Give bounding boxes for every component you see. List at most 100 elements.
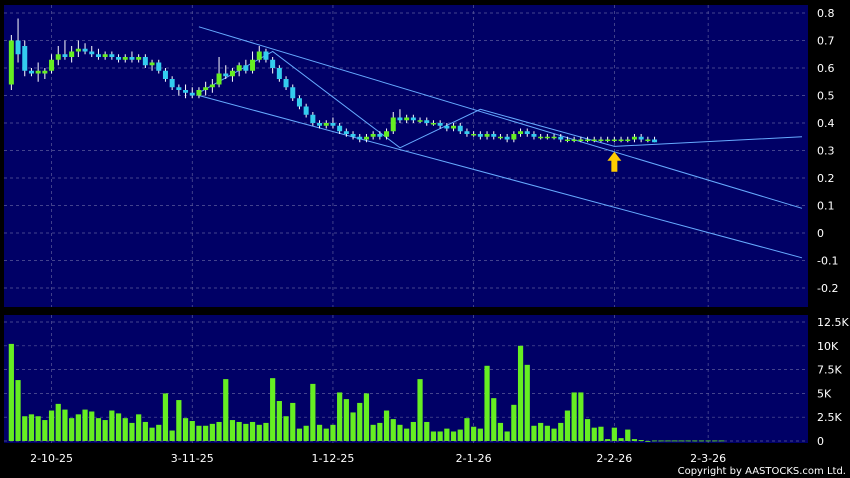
- volume-bar: [115, 413, 122, 441]
- candle-body: [430, 123, 436, 125]
- volume-bar: [256, 424, 262, 441]
- copyright-text: Copyright by AASTOCKS.com Ltd.: [678, 466, 846, 477]
- volume-tick-label: 7.5K: [817, 364, 842, 377]
- volume-bar: [383, 410, 390, 441]
- volume-bar: [196, 425, 202, 441]
- volume-bar: [8, 343, 14, 441]
- volume-bar: [471, 426, 477, 441]
- candle-body: [611, 139, 617, 141]
- candle-body: [544, 136, 550, 139]
- candle-body: [618, 139, 624, 141]
- candle-body: [330, 123, 336, 126]
- volume-bar: [538, 422, 544, 441]
- candle-body: [236, 65, 242, 71]
- candle-body: [397, 117, 403, 121]
- volume-bar: [330, 424, 336, 441]
- volume-bar: [564, 410, 571, 441]
- candle-body: [116, 57, 122, 60]
- candle-body: [457, 125, 463, 132]
- volume-bar: [283, 416, 289, 441]
- volume-bar: [477, 428, 483, 441]
- volume-bar: [712, 440, 718, 442]
- volume-bar: [692, 440, 698, 442]
- candle-body: [49, 59, 55, 71]
- candle-body: [196, 90, 202, 96]
- date-axis-labels: 2-10-25 3-11-25 1-12-25 2-1-26 2-2-26 2-3-26: [30, 452, 726, 465]
- volume-bar: [718, 440, 725, 442]
- volume-bar: [223, 379, 229, 441]
- candle-body: [350, 134, 356, 137]
- volume-tick-label: 5K: [817, 387, 832, 400]
- candle-body: [229, 70, 235, 77]
- candle-body: [504, 136, 510, 140]
- volume-bar: [672, 440, 678, 442]
- volume-bar: [611, 427, 617, 441]
- volume-bar: [464, 418, 470, 441]
- volume-bar: [35, 416, 41, 441]
- volume-bar: [216, 421, 222, 441]
- volume-bar: [28, 414, 35, 441]
- volume-bar: [69, 418, 75, 441]
- candle-body: [283, 79, 289, 88]
- candle-body: [625, 139, 631, 141]
- volume-axis-labels: 12.5K 10K 7.5K 5K 2.5K 0: [817, 316, 849, 448]
- volume-bar: [390, 419, 396, 441]
- candle-body: [216, 73, 222, 85]
- volume-bar: [551, 428, 557, 441]
- volume-bar: [22, 416, 28, 441]
- trendline: [198, 26, 803, 209]
- volume-bar: [511, 404, 517, 441]
- volume-bar: [397, 424, 403, 441]
- volume-bars: [8, 343, 725, 442]
- volume-tick-label: 0: [817, 435, 824, 448]
- volume-bar: [598, 426, 604, 441]
- volume-bar: [75, 414, 81, 441]
- candle-body: [337, 125, 343, 132]
- volume-bar: [665, 440, 671, 442]
- candle-body: [183, 90, 189, 93]
- date-tick-label: 2-2-26: [596, 452, 632, 465]
- volume-bar: [631, 439, 638, 441]
- price-tick-label: 0.4: [817, 117, 835, 130]
- candle-body: [263, 51, 269, 60]
- candle-body: [437, 123, 443, 126]
- volume-tick-label: 12.5K: [817, 316, 849, 329]
- volume-bar: [249, 421, 256, 441]
- price-tick-label: 0.1: [817, 200, 835, 213]
- date-tick-label: 2-1-26: [456, 452, 492, 465]
- volume-bar: [531, 425, 537, 441]
- candle-body: [189, 92, 195, 96]
- candle-body: [169, 79, 175, 88]
- volume-bar: [102, 420, 108, 441]
- volume-bar: [95, 418, 102, 441]
- candle-body: [290, 87, 296, 99]
- volume-bar: [658, 440, 664, 442]
- candle-body: [417, 120, 423, 122]
- candle-body: [605, 139, 611, 141]
- volume-bar: [370, 424, 376, 441]
- volume-bar: [705, 440, 711, 442]
- candle-body: [363, 136, 369, 140]
- volume-bar: [558, 422, 564, 441]
- candle-body: [176, 87, 182, 90]
- volume-bar: [457, 429, 463, 441]
- volume-bar: [698, 440, 705, 442]
- volume-bar: [236, 421, 242, 441]
- candle-body: [497, 136, 503, 139]
- candle-body: [598, 139, 604, 141]
- price-axis-labels: 0.8 0.7 0.6 0.5 0.4 0.3 0.2 0.1 0 -0.1 -0.2: [817, 7, 838, 295]
- volume-bar: [149, 427, 155, 441]
- volume-bar: [343, 399, 349, 441]
- volume-bar: [182, 418, 189, 441]
- volume-bar: [497, 422, 504, 441]
- candle-body: [404, 117, 410, 121]
- volume-bar: [584, 419, 591, 441]
- volume-bar: [484, 365, 490, 441]
- volume-bar: [276, 401, 282, 441]
- price-tick-label: 0.8: [817, 7, 835, 20]
- price-tick-label: -0.2: [817, 282, 838, 295]
- price-tick-label: 0.5: [817, 90, 835, 103]
- volume-bar: [136, 414, 142, 441]
- date-tick-label: 3-11-25: [171, 452, 214, 465]
